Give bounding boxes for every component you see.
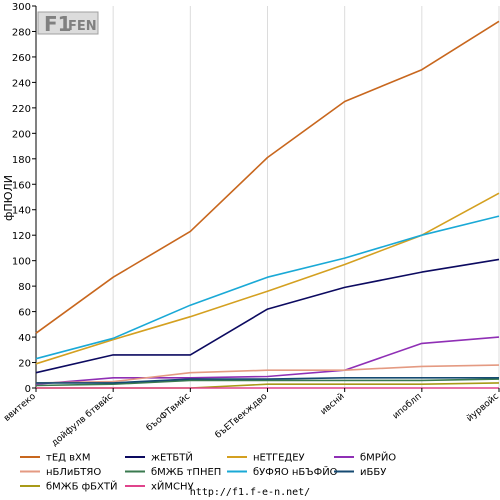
- series-line: [35, 378, 500, 387]
- y-tick-label: 120: [12, 231, 31, 242]
- legend-label: бУФЯО нБЪФЙО: [253, 465, 338, 478]
- series-line: [35, 258, 500, 374]
- footer-url[interactable]: http://f1.f-e-n.net/: [190, 487, 310, 498]
- series-line: [36, 376, 499, 384]
- y-tick-label: 280: [12, 27, 31, 38]
- y-tick-label: 220: [12, 104, 31, 115]
- y-tick-label: 300: [12, 2, 31, 13]
- legend-label: тЕД вХМ: [46, 453, 91, 464]
- y-tick-label: 0: [25, 384, 31, 395]
- x-tick-label: ипоблп: [391, 392, 424, 422]
- y-tick-label: 200: [12, 129, 31, 140]
- y-tick-label: 140: [12, 206, 31, 217]
- legend-label: бМЖБ тПНЕП: [151, 467, 221, 478]
- legend-label: нЕТГЕДЕУ: [253, 453, 305, 464]
- y-tick-label: 160: [12, 180, 31, 191]
- legend-label: хЙМСНУ: [151, 480, 194, 493]
- logo-sub-text: FEN: [68, 19, 97, 34]
- x-tick-label: ивснй: [319, 392, 347, 418]
- x-tick-label: йурвойс: [465, 392, 500, 424]
- y-tick-label: 180: [12, 155, 31, 166]
- series-line: [35, 20, 500, 334]
- y-tick-label: 20: [18, 359, 31, 370]
- legend-label: нБЛиБТЯО: [46, 467, 101, 478]
- legend-label: иББУ: [360, 467, 386, 478]
- y-tick-label: 60: [18, 308, 31, 319]
- series-line: [35, 336, 500, 385]
- y-tick-label: 80: [18, 282, 31, 293]
- y-tick-label: 100: [12, 257, 31, 268]
- y-tick-label: 240: [12, 78, 31, 89]
- y-tick-label: 40: [18, 333, 31, 344]
- legend-label: бМРЙО: [360, 451, 396, 464]
- x-tick-label: бъоФТвмйс: [145, 392, 192, 434]
- x-tick-label: дойфулв бтввйс: [50, 392, 115, 449]
- legend-label: бМЖБ фБХТЙ: [46, 480, 117, 493]
- site-logo: F1 FEN: [37, 11, 99, 36]
- series-line: [35, 364, 500, 384]
- legend-label: жЕТБТЙ: [151, 451, 193, 464]
- y-axis-label: фПЮЛИ: [2, 175, 15, 221]
- logo-main-text: F1: [44, 12, 72, 36]
- y-tick-label: 260: [12, 53, 31, 64]
- x-tick-label: бъЕТвекждво: [214, 391, 270, 440]
- series-line: [35, 215, 500, 360]
- x-tick-label: ввитеко: [2, 391, 38, 424]
